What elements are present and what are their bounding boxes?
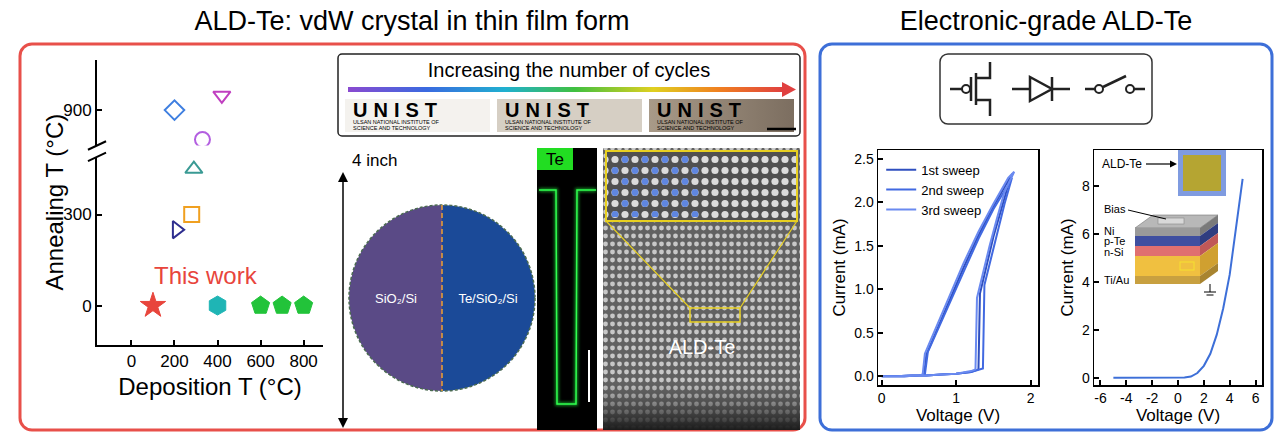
svg-text:0: 0 xyxy=(878,390,886,406)
svg-text:2.0: 2.0 xyxy=(854,194,874,210)
svg-text:SCIENCE AND TECHNOLOGY: SCIENCE AND TECHNOLOGY xyxy=(657,125,735,131)
svg-text:0.5: 0.5 xyxy=(854,325,874,341)
svg-text:Annealing T (°C): Annealing T (°C) xyxy=(41,114,68,291)
svg-text:Voltage (V): Voltage (V) xyxy=(1136,406,1220,425)
svg-text:ALD-Te: vdW crystal in thin fi: ALD-Te: vdW crystal in thin film form xyxy=(194,6,629,36)
svg-text:0: 0 xyxy=(127,352,136,371)
svg-text:1st sweep: 1st sweep xyxy=(921,163,980,178)
svg-text:Ni: Ni xyxy=(1104,225,1114,237)
svg-text:SCIENCE AND TECHNOLOGY: SCIENCE AND TECHNOLOGY xyxy=(353,125,431,131)
svg-text:UNIST: UNIST xyxy=(505,99,595,121)
svg-text:-4: -4 xyxy=(1120,390,1133,406)
svg-text:2: 2 xyxy=(1200,390,1208,406)
svg-text:1.5: 1.5 xyxy=(854,238,874,254)
svg-text:2: 2 xyxy=(1082,322,1090,338)
svg-text:2nd sweep: 2nd sweep xyxy=(921,183,984,198)
svg-text:6: 6 xyxy=(1082,226,1090,242)
svg-text:Current (mA): Current (mA) xyxy=(1058,218,1077,316)
svg-text:Voltage (V): Voltage (V) xyxy=(916,406,1000,425)
svg-text:8: 8 xyxy=(1082,178,1090,194)
svg-text:Electronic-grade ALD-Te: Electronic-grade ALD-Te xyxy=(900,6,1193,36)
svg-text:ULSAN NATIONAL INSTITUTE OF: ULSAN NATIONAL INSTITUTE OF xyxy=(353,119,440,125)
svg-text:p-Te: p-Te xyxy=(1104,235,1125,247)
svg-text:1: 1 xyxy=(952,390,960,406)
svg-text:Increasing the number of cycle: Increasing the number of cycles xyxy=(428,59,710,81)
svg-text:This work: This work xyxy=(154,262,258,289)
svg-text:ULSAN NATIONAL INSTITUTE OF: ULSAN NATIONAL INSTITUTE OF xyxy=(657,119,744,125)
svg-text:-6: -6 xyxy=(1094,390,1107,406)
svg-text:3rd sweep: 3rd sweep xyxy=(921,203,981,218)
svg-text:2.5: 2.5 xyxy=(854,151,874,167)
svg-text:ULSAN NATIONAL INSTITUTE OF: ULSAN NATIONAL INSTITUTE OF xyxy=(505,119,592,125)
svg-text:900: 900 xyxy=(63,101,91,120)
svg-text:Te: Te xyxy=(546,150,564,169)
svg-text:0: 0 xyxy=(1174,390,1182,406)
svg-text:SiO₂/Si: SiO₂/Si xyxy=(375,291,417,306)
svg-text:4: 4 xyxy=(1226,390,1234,406)
svg-text:Deposition T (°C): Deposition T (°C) xyxy=(118,373,301,400)
svg-text:ALD-Te: ALD-Te xyxy=(669,336,736,358)
svg-text:-2: -2 xyxy=(1146,390,1159,406)
svg-text:200: 200 xyxy=(160,352,188,371)
svg-text:0: 0 xyxy=(1082,370,1090,386)
svg-text:300: 300 xyxy=(63,205,91,224)
svg-text:4: 4 xyxy=(1082,274,1090,290)
svg-text:Te/SiO₂/Si: Te/SiO₂/Si xyxy=(458,291,517,306)
svg-text:0.0: 0.0 xyxy=(854,368,874,384)
svg-text:SCIENCE AND TECHNOLOGY: SCIENCE AND TECHNOLOGY xyxy=(505,125,583,131)
svg-text:4 inch: 4 inch xyxy=(352,151,397,170)
svg-text:1.0: 1.0 xyxy=(854,281,874,297)
svg-text:2: 2 xyxy=(1027,390,1035,406)
svg-text:ALD-Te: ALD-Te xyxy=(1102,157,1142,171)
svg-text:800: 800 xyxy=(289,352,317,371)
svg-text:UNIST: UNIST xyxy=(353,99,443,121)
svg-text:Current (mA): Current (mA) xyxy=(830,218,849,316)
svg-text:6: 6 xyxy=(1252,390,1260,406)
svg-text:UNIST: UNIST xyxy=(657,99,747,121)
svg-text:600: 600 xyxy=(246,352,274,371)
svg-text:Bias: Bias xyxy=(1104,203,1126,215)
svg-text:Ti/Au: Ti/Au xyxy=(1104,274,1129,286)
svg-text:n-Si: n-Si xyxy=(1104,246,1124,258)
svg-text:400: 400 xyxy=(203,352,231,371)
svg-text:0: 0 xyxy=(82,297,91,316)
